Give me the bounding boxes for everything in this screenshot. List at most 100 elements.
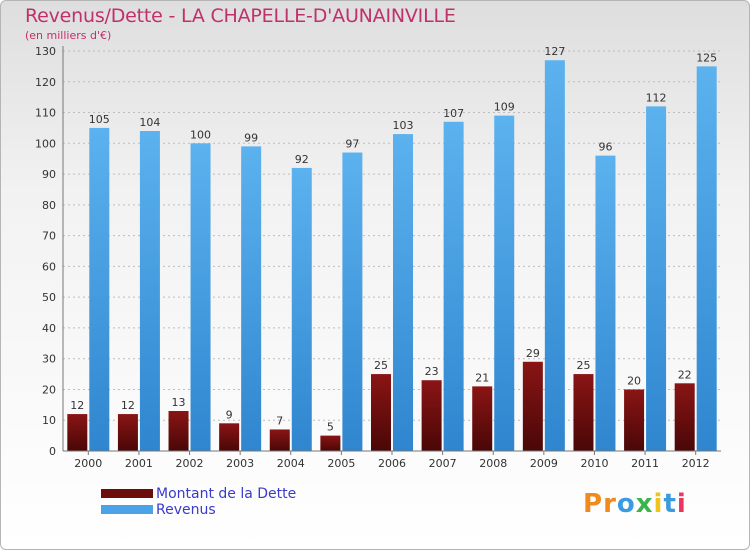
- proxiti-logo: Proxiti: [583, 489, 687, 519]
- y-tick-label: 30: [42, 353, 56, 366]
- bar-debt: [371, 374, 391, 451]
- data-label-revenue: 96: [598, 141, 612, 154]
- y-axis: 0 10 20 30 40 50 60 70 80 90 100 110 120 130: [35, 45, 64, 458]
- bar-revenue: [291, 167, 312, 451]
- data-label-revenue: 99: [244, 131, 258, 144]
- x-tick-label: 2005: [327, 457, 355, 470]
- y-tick-label: 70: [42, 230, 56, 243]
- logo-letter: P: [583, 489, 604, 519]
- data-label-debt: 25: [374, 359, 388, 372]
- y-tick-label: 10: [42, 414, 56, 427]
- x-tick-label: 2007: [429, 457, 457, 470]
- x-tick-label: 2001: [125, 457, 153, 470]
- data-label-revenue: 105: [89, 113, 110, 126]
- data-label-debt: 13: [172, 396, 186, 409]
- x-tick-label: 2006: [378, 457, 406, 470]
- bar-revenue: [241, 146, 262, 451]
- data-label-debt: 5: [327, 421, 334, 434]
- logo-letter: r: [603, 489, 617, 519]
- data-label-revenue: 125: [696, 51, 717, 64]
- x-tick-label: 2012: [682, 457, 710, 470]
- bar-debt: [674, 383, 695, 451]
- legend-swatch-revenue: [101, 505, 153, 514]
- logo-letter: i: [676, 489, 687, 519]
- bar-debt: [117, 414, 138, 451]
- y-tick-label: 130: [35, 45, 56, 58]
- x-tick-label: 2011: [631, 457, 659, 470]
- x-tick-label: 2010: [580, 457, 608, 470]
- data-label-revenue: 127: [544, 45, 565, 58]
- bar-revenue: [696, 66, 717, 451]
- chart-title: Revenus/Dette - LA CHAPELLE-D'AUNAINVILL…: [25, 5, 456, 27]
- y-tick-label: 60: [42, 260, 56, 273]
- bar-revenue: [139, 131, 160, 451]
- chart-subtitle: (en milliers d'€): [25, 29, 112, 42]
- bar-debt: [269, 429, 290, 451]
- data-label-debt: 23: [425, 365, 439, 378]
- y-tick-label: 100: [35, 137, 56, 150]
- logo-letter: t: [663, 489, 677, 519]
- legend-label-debt: Montant de la Dette: [156, 486, 297, 502]
- bar-debt: [421, 380, 442, 451]
- data-label-debt: 21: [475, 371, 489, 384]
- bars: [67, 60, 717, 452]
- bar-debt: [522, 361, 543, 451]
- logo-letter: o: [616, 489, 636, 519]
- data-label-revenue: 107: [443, 107, 464, 120]
- bar-revenue: [595, 155, 616, 451]
- x-tick-label: 2003: [226, 457, 254, 470]
- data-labels: 1210512104131009997925972510323107211092…: [70, 45, 717, 433]
- x-tick-label: 2002: [176, 457, 204, 470]
- y-tick-label: 80: [42, 199, 56, 212]
- data-label-debt: 9: [226, 408, 233, 421]
- data-label-revenue: 92: [295, 153, 309, 166]
- y-tick-label: 20: [42, 383, 56, 396]
- bar-revenue: [544, 60, 565, 451]
- bar-revenue: [646, 106, 667, 451]
- data-label-revenue: 100: [190, 128, 211, 141]
- data-label-revenue: 97: [345, 138, 359, 151]
- bar-debt: [320, 435, 341, 451]
- bar-debt: [472, 386, 493, 451]
- legend-label-revenue: Revenus: [156, 502, 216, 518]
- bar-revenue: [494, 115, 515, 451]
- bar-revenue: [89, 127, 110, 451]
- data-label-debt: 12: [121, 399, 135, 412]
- logo-letter: i: [653, 489, 664, 519]
- x-tick-label: 2004: [277, 457, 305, 470]
- grid-lines: [63, 50, 721, 452]
- bar-revenue: [190, 143, 211, 452]
- bar-debt: [219, 423, 240, 451]
- data-label-revenue: 112: [646, 91, 667, 104]
- bar-debt: [67, 414, 88, 451]
- x-tick-label: 2008: [479, 457, 507, 470]
- data-label-debt: 29: [526, 347, 540, 360]
- data-label-revenue: 103: [393, 119, 414, 132]
- data-label-revenue: 104: [139, 116, 160, 129]
- y-tick-label: 0: [49, 445, 56, 458]
- bar-debt: [573, 374, 594, 451]
- bar-revenue: [393, 134, 413, 452]
- bar-debt: [624, 389, 645, 451]
- y-tick-label: 120: [35, 76, 56, 89]
- data-label-debt: 7: [276, 414, 283, 427]
- data-label-debt: 25: [576, 359, 590, 372]
- data-label-debt: 22: [678, 368, 692, 381]
- y-tick-label: 40: [42, 322, 56, 335]
- bar-debt: [168, 411, 189, 451]
- y-tick-label: 110: [35, 107, 56, 120]
- bar-revenue: [342, 152, 363, 452]
- bar-revenue: [443, 121, 464, 452]
- x-tick-label: 2000: [74, 457, 102, 470]
- data-label-debt: 12: [70, 399, 84, 412]
- logo-letter: x: [635, 489, 654, 519]
- data-label-debt: 20: [627, 374, 641, 387]
- data-label-revenue: 109: [494, 101, 515, 114]
- x-tick-label: 2009: [530, 457, 558, 470]
- y-tick-label: 50: [42, 291, 56, 304]
- legend-swatch-debt: [101, 489, 153, 498]
- y-tick-label: 90: [42, 168, 56, 181]
- x-axis: 2000 2001 2002 2003 2004 2005 2006 2007 2008 2009…: [63, 450, 721, 470]
